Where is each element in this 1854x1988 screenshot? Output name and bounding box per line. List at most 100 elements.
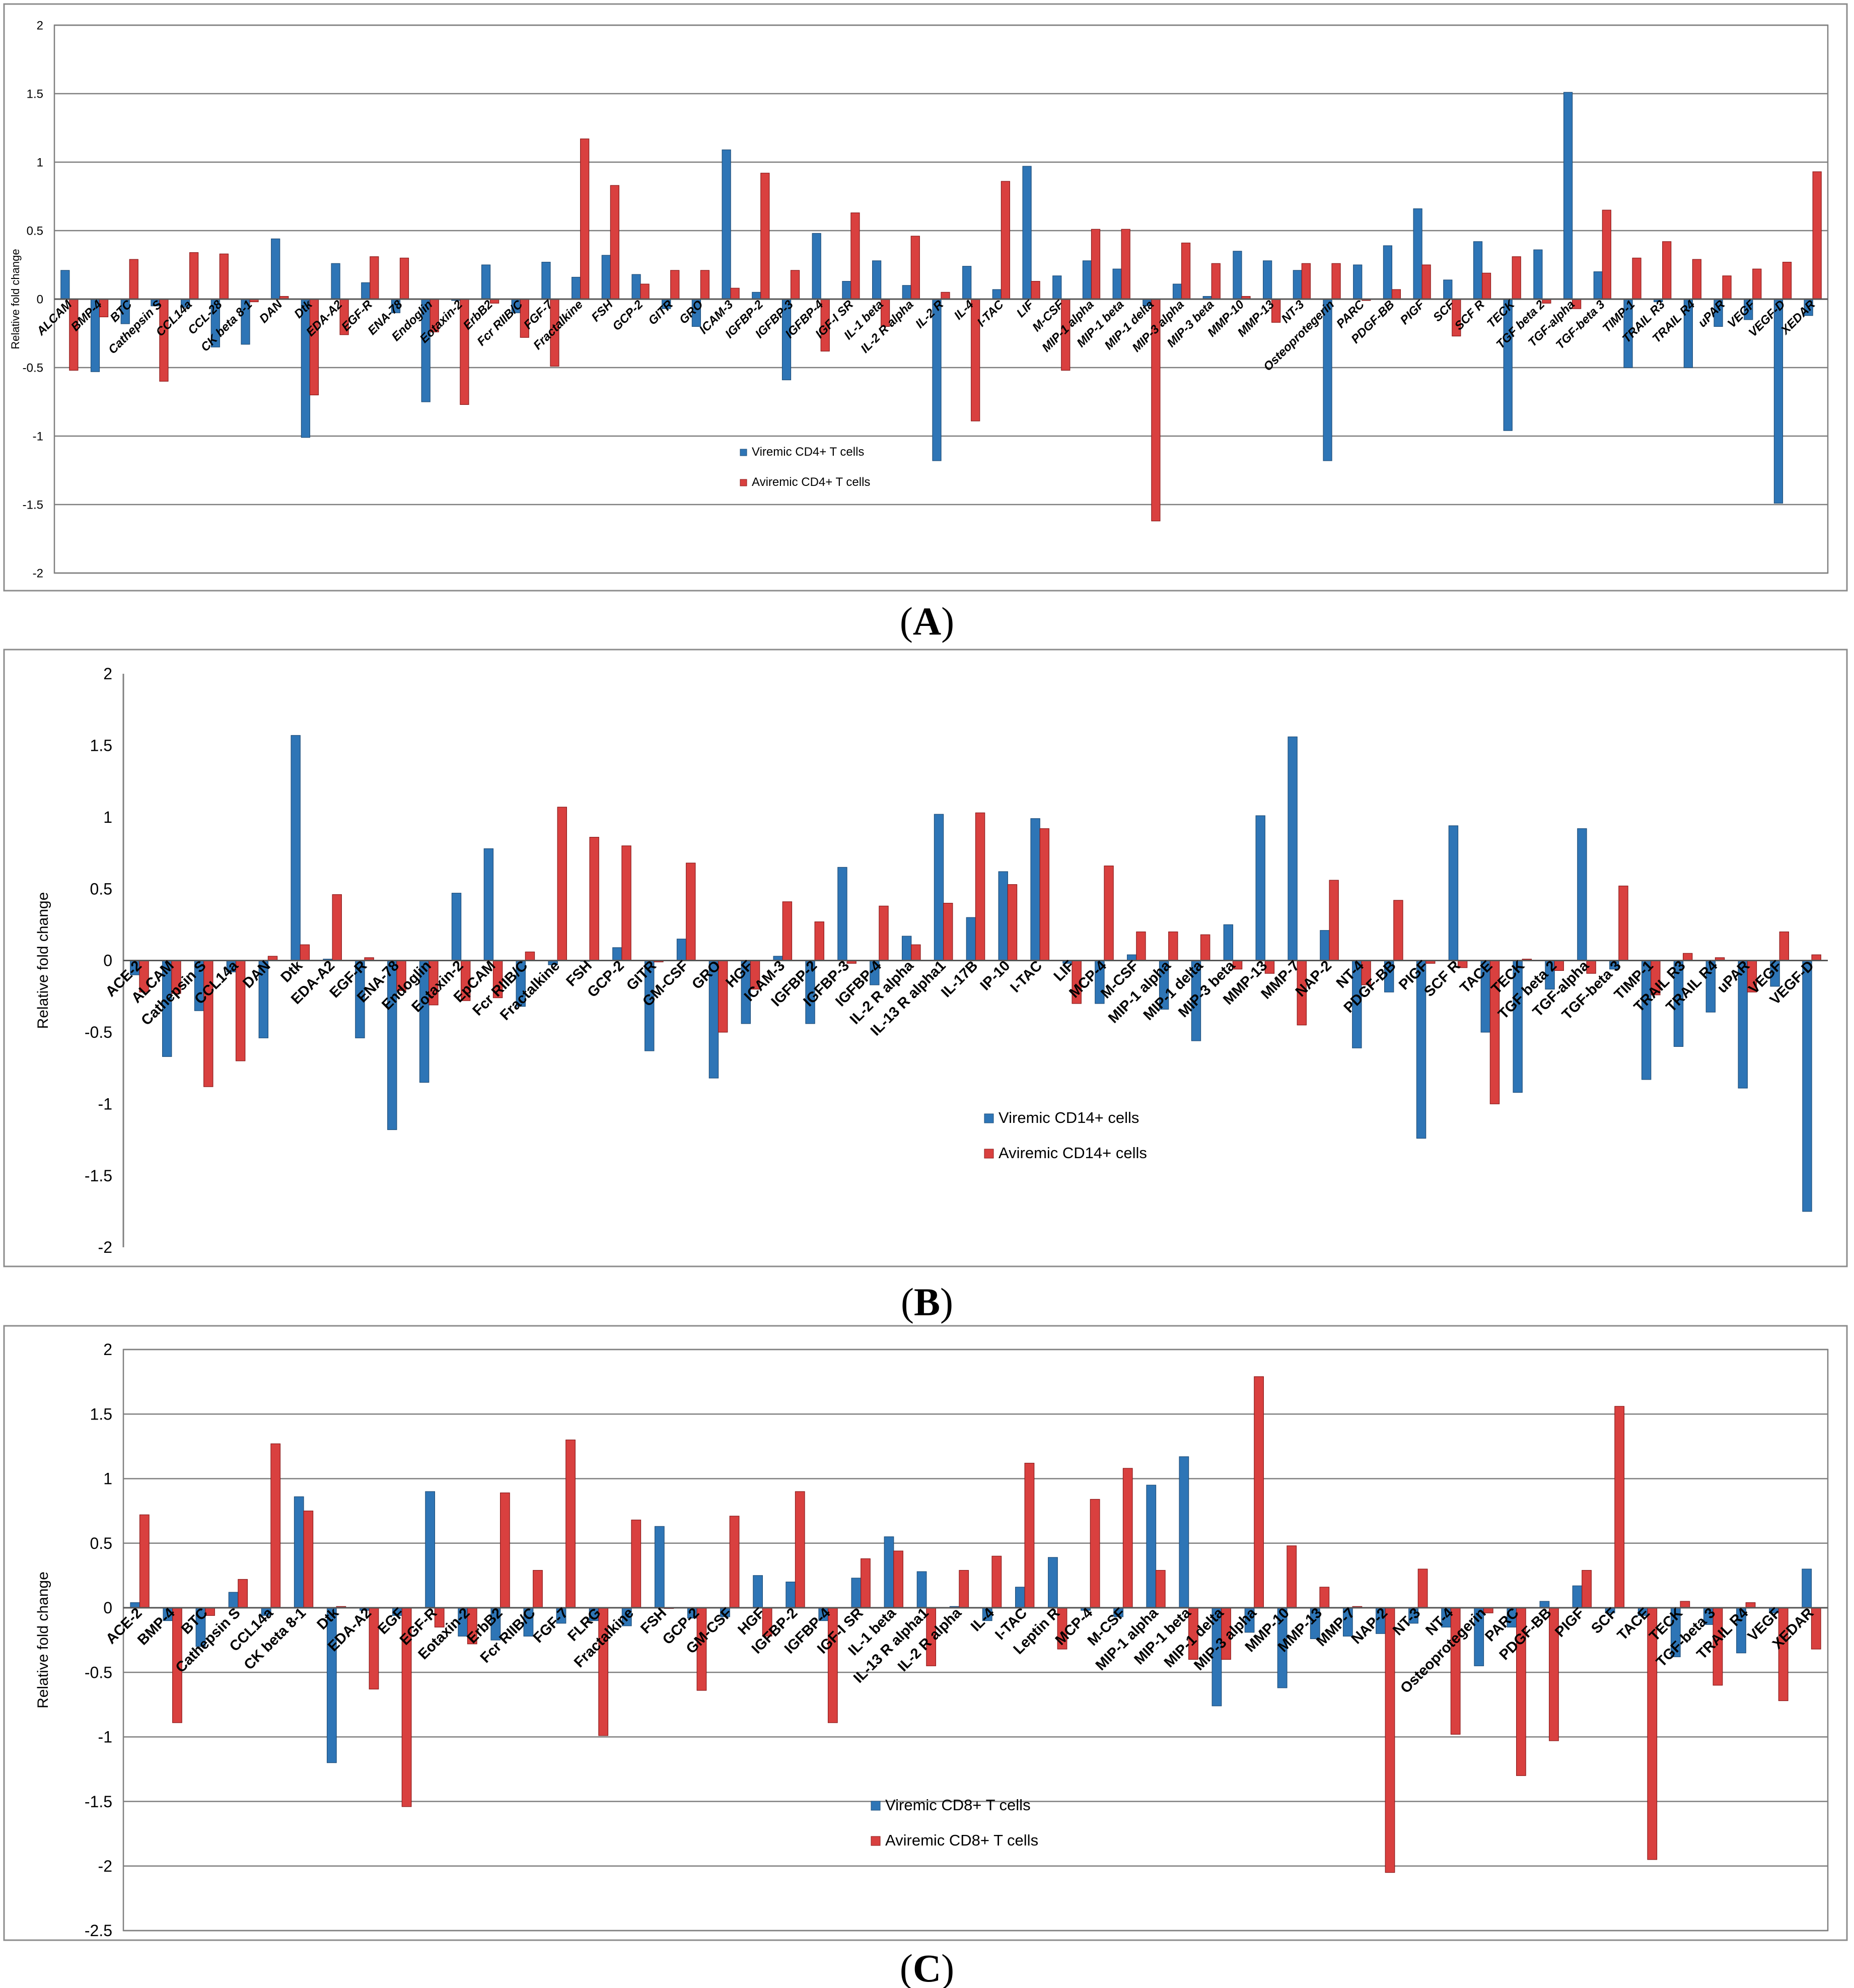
bar-aviremic [1007,884,1018,961]
y-tick-label: 0.5 [90,1534,112,1552]
bar-aviremic [300,944,310,961]
bar-viremic [301,299,311,438]
y-tick-label: -2 [33,566,43,580]
bar-aviremic [1752,268,1762,300]
bar-viremic [331,263,340,300]
bar-viremic [786,1582,796,1608]
bar-aviremic [1582,1570,1592,1608]
bar-aviremic [670,270,680,300]
bar-viremic [1473,241,1483,300]
legend-label: Viremic CD4+ T cells [752,445,864,459]
bar-aviremic [309,299,319,395]
y-tick-label: 0.5 [90,880,112,898]
bar-aviremic [1745,1602,1756,1608]
bar-viremic [1293,270,1302,300]
bar-viremic [1223,924,1234,961]
bar-viremic [271,238,280,300]
bar-aviremic [332,894,342,961]
bar-viremic [753,1575,763,1608]
bar-aviremic [850,212,860,300]
bar-viremic [425,1491,436,1608]
bar-aviremic [1155,1570,1166,1608]
bar-viremic [1255,815,1265,961]
bar-viremic [1413,208,1422,300]
y-tick-label: -0.5 [23,361,43,375]
bar-aviremic [861,1558,871,1608]
y-tick-label: -1 [33,430,43,443]
bar-viremic [966,917,976,961]
bar-aviremic [565,1439,576,1608]
y-tick-label: 1.5 [90,737,112,755]
bar-viremic [1353,264,1363,300]
bar-aviremic [1090,1499,1100,1608]
y-tick-label: 1.5 [90,1405,112,1423]
bar-aviremic [525,951,535,961]
bar-viremic [1323,299,1332,461]
bar-viremic [962,266,972,300]
bar-viremic [916,1571,927,1608]
bar-aviremic [1121,229,1130,300]
bar-viremic [812,233,821,300]
bar-aviremic [959,1570,969,1608]
legend-swatch [740,479,747,486]
bar-aviremic [1812,171,1822,300]
chart-panel-b: -2 -1.5 -1 -0.5 0 0.5 1 1.5 2 Relative fold chang… [3,649,1848,1267]
bar-viremic [1563,92,1573,300]
bar-viremic [1533,249,1543,300]
y-tick-label: 1 [37,156,43,169]
bar-viremic [612,947,622,961]
bar-viremic [1112,268,1122,300]
bar-aviremic [975,812,985,961]
bar-aviremic [814,921,824,961]
bar-aviremic [1031,281,1040,300]
bar-aviremic [686,863,696,961]
bar-viremic [1802,960,1812,1212]
bar-viremic [1022,166,1032,300]
y-tick-label: -2.5 [85,1922,112,1940]
y-tick-label: 1 [103,808,112,826]
bar-viremic [992,289,1002,300]
bar-aviremic [1385,1607,1395,1873]
legend-swatch [984,1149,994,1159]
legend-swatch [871,1836,881,1846]
bar-aviremic [500,1493,510,1608]
chart-panel-a: -2 -1.5 -1 -0.5 0 0.5 1 1.5 2 Relative fold chang… [3,3,1848,592]
bar-aviremic [621,845,631,961]
bar-aviremic [580,138,590,300]
bar-aviremic [991,1555,1002,1608]
bar-aviremic [1483,1607,1493,1613]
bar-aviremic [460,299,469,405]
bar-aviremic [730,288,740,300]
bar-aviremic [533,1570,543,1608]
panel-label: (A) [900,599,954,643]
bar-aviremic [589,837,599,961]
bar-aviremic [1692,259,1701,300]
legend-swatch [740,449,747,456]
bar-aviremic [610,185,619,300]
chart-frame [3,649,1848,1267]
bar-viremic [294,1496,304,1608]
y-tick-label: -0.5 [85,1023,112,1041]
bar-viremic [1015,1587,1025,1608]
bar-viremic [631,274,641,300]
bar-aviremic [1811,954,1821,961]
bar-aviremic [1782,261,1792,300]
bar-aviremic [1632,257,1642,300]
bar-viremic [541,261,551,300]
bar-aviremic [370,256,379,300]
legend-swatch [871,1801,881,1811]
bar-aviremic [729,1516,740,1608]
y-axis-label: Relative fold change [35,1572,51,1709]
chart-panel-c: -2.5 -2 -1.5 -1 -0.5 0 0.5 1 1.5 2 Relative fold c… [3,1325,1848,1941]
bar-viremic [932,299,942,461]
y-tick-label: 1.5 [27,87,43,101]
bar-viremic [676,939,687,961]
legend-label: Aviremic CD14+ cells [999,1144,1147,1162]
bar-aviremic [557,807,567,961]
bar-aviremic [631,1519,641,1608]
bar-viremic [1288,736,1298,961]
bar-viremic [872,260,882,300]
bar-viremic [722,149,731,300]
bar-viremic [1577,828,1587,961]
bar-viremic [601,255,611,300]
